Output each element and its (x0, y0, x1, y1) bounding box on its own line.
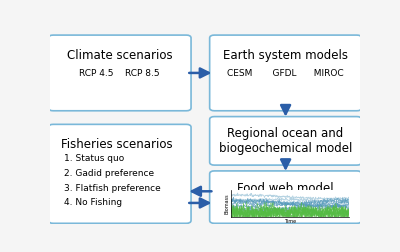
Text: Earth system models: Earth system models (223, 49, 348, 62)
Text: Fisheries scenarios: Fisheries scenarios (61, 138, 172, 151)
FancyBboxPatch shape (210, 35, 362, 111)
FancyBboxPatch shape (210, 117, 362, 165)
Text: 1. Status quo
2. Gadid preference
3. Flatfish preference
4. No Fishing: 1. Status quo 2. Gadid preference 3. Fla… (64, 154, 161, 207)
Text: Regional ocean and
biogeochemical model: Regional ocean and biogeochemical model (219, 127, 352, 155)
Text: Food web model: Food web model (237, 182, 334, 195)
FancyBboxPatch shape (48, 35, 191, 111)
FancyBboxPatch shape (48, 124, 191, 223)
Text: CESM       GFDL      MIROC: CESM GFDL MIROC (227, 69, 344, 78)
Text: Climate scenarios: Climate scenarios (67, 49, 172, 62)
Text: RCP 4.5    RCP 8.5: RCP 4.5 RCP 8.5 (80, 69, 160, 78)
FancyBboxPatch shape (210, 171, 362, 223)
